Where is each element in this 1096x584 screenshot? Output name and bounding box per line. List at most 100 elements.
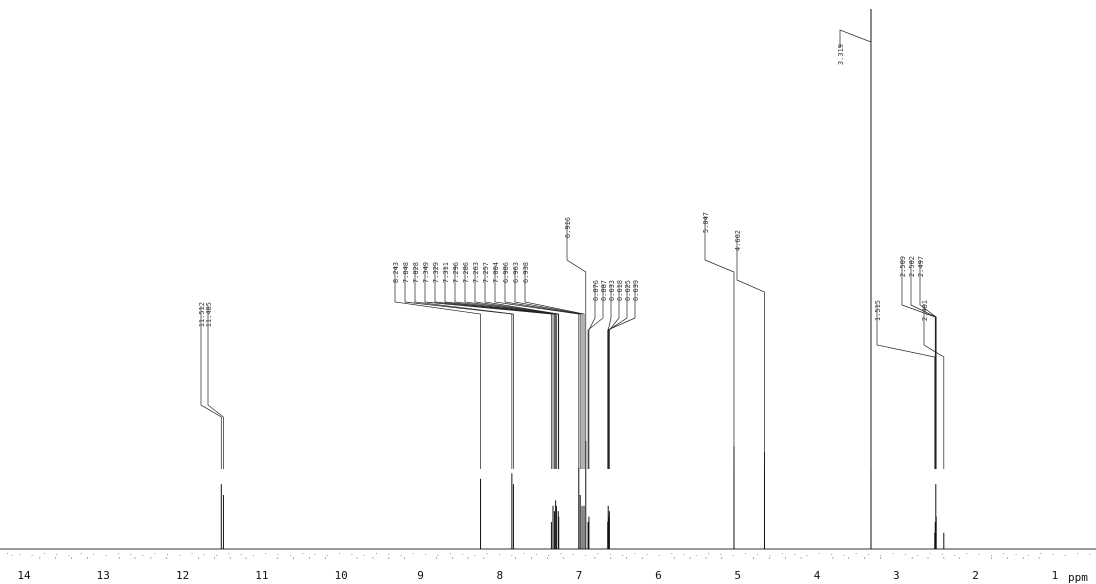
noise-dot xyxy=(363,555,365,556)
peak-shift-label: 1.515 xyxy=(874,300,882,321)
noise-dot xyxy=(941,554,943,555)
noise-dot xyxy=(1077,553,1079,554)
peak-label-connector xyxy=(609,284,620,469)
x-tick-label: 3 xyxy=(893,569,900,582)
noise-dot xyxy=(695,555,697,556)
noise-dot xyxy=(449,553,451,554)
peak-shift-label: 6.986 xyxy=(502,262,510,283)
peak-shift-label: 7.257 xyxy=(482,262,490,283)
noise-dot xyxy=(93,554,95,555)
peak-label-connector xyxy=(876,304,936,469)
noise-dot xyxy=(425,554,427,555)
noise-dot xyxy=(228,553,230,554)
peak-shift-label: 5.047 xyxy=(702,212,710,233)
peak-shift-label: 7.349 xyxy=(422,262,430,283)
peak-label-connector xyxy=(464,266,557,469)
noise-dot xyxy=(535,554,537,555)
noise-dot xyxy=(117,553,119,554)
peak-shift-label: 6.618 xyxy=(616,280,624,301)
noise-dot xyxy=(351,554,353,555)
peak-shift-label: 6.625 xyxy=(624,280,632,301)
peak-label-connector xyxy=(607,284,612,469)
peak-label-group: 8.243 7.848 7.828 7.349 7.329 7.311 7.296 7.286… xyxy=(392,262,585,469)
peak-shift-label: 6.916 xyxy=(564,217,572,238)
noise-dot xyxy=(978,554,980,555)
noise-dot xyxy=(757,554,759,555)
noise-dot xyxy=(376,553,377,554)
peak-label-connector xyxy=(444,266,555,469)
noise-dot xyxy=(11,555,13,556)
peak-shift-label: 8.243 xyxy=(392,262,400,283)
noise-dot xyxy=(105,555,107,556)
noise-dot xyxy=(954,555,956,556)
x-tick-label: 9 xyxy=(417,569,424,582)
noise-dot xyxy=(203,554,205,555)
noise-dot xyxy=(437,555,439,556)
noise-dot xyxy=(548,555,550,556)
noise-dot xyxy=(486,553,488,554)
peak-label-connector xyxy=(901,260,936,469)
noise-dot xyxy=(1027,555,1029,556)
peak-label-connector xyxy=(414,266,514,469)
peak-label-connector xyxy=(494,266,580,469)
noise-dot xyxy=(609,554,611,555)
noise-dot xyxy=(671,553,673,554)
noise-dot xyxy=(806,555,808,556)
noise-dot xyxy=(326,555,328,556)
x-tick-label: 11 xyxy=(255,569,268,582)
noise-dot xyxy=(80,553,82,554)
peak-shift-label: 7.828 xyxy=(412,262,420,283)
peak-label-connector xyxy=(504,266,581,469)
noise-dot xyxy=(769,555,771,556)
peak-shift-label: 11.485 xyxy=(205,302,213,327)
noise-dot xyxy=(904,554,906,555)
peak-shift-label: 6.639 xyxy=(632,280,640,301)
peak-label-connector xyxy=(207,306,224,469)
x-tick-label: 7 xyxy=(576,569,583,582)
noise-dot xyxy=(289,555,291,556)
noise-dot xyxy=(412,553,414,554)
noise-dot xyxy=(179,555,181,556)
peak-shift-label: 2.509 xyxy=(899,256,907,277)
peak-label-connector xyxy=(910,260,937,469)
noise-dot xyxy=(855,553,857,554)
noise-dot xyxy=(523,553,525,554)
spectrum-peaks xyxy=(220,9,945,549)
peak-label-connector xyxy=(394,266,481,469)
peak-label-connector xyxy=(566,221,587,469)
peak-shift-label: 7.311 xyxy=(442,262,450,283)
peak-label-group: 4.662 xyxy=(734,230,765,469)
noise-dot xyxy=(56,554,58,555)
noise-dot xyxy=(19,554,21,555)
peak-shift-label: 6.876 xyxy=(592,280,600,301)
peak-label-connector xyxy=(434,266,554,469)
x-tick-label: 6 xyxy=(655,569,662,582)
peak-shift-label: 7.848 xyxy=(402,262,410,283)
noise-dot xyxy=(68,555,70,556)
noise-dot xyxy=(1052,554,1054,555)
peak-shift-label: 6.938 xyxy=(522,262,530,283)
noise-dot xyxy=(1089,554,1091,555)
peak-label-connector xyxy=(587,284,604,469)
noise-dot xyxy=(154,553,156,554)
peak-shift-label: 3.319 xyxy=(837,44,845,65)
noise-dot xyxy=(868,554,869,555)
peak-shift-label: 7.329 xyxy=(432,262,440,283)
x-tick-label: 13 xyxy=(97,569,110,582)
noise-dot xyxy=(31,555,33,556)
noise-dot xyxy=(240,554,242,555)
noise-dot xyxy=(560,553,562,554)
peak-shift-label: 2.401 xyxy=(921,300,929,321)
noise-dot xyxy=(683,554,685,555)
peak-label-group: 6.916 xyxy=(564,217,587,469)
noise-dot xyxy=(339,553,341,554)
peak-shift-label: 6.633 xyxy=(608,280,616,301)
noise-dot xyxy=(843,555,845,556)
noise-dot xyxy=(1015,554,1017,555)
x-axis: 14 13 12 11 10 9 8 7 6 5 4 3 2 1 xyxy=(17,557,1058,582)
noise-dot xyxy=(277,554,279,555)
noise-dot xyxy=(892,553,894,554)
noise-dot xyxy=(732,555,734,556)
noise-dot xyxy=(781,553,783,554)
